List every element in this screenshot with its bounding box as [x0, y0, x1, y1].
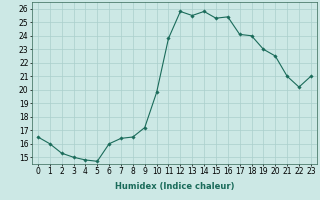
X-axis label: Humidex (Indice chaleur): Humidex (Indice chaleur) [115, 182, 234, 191]
